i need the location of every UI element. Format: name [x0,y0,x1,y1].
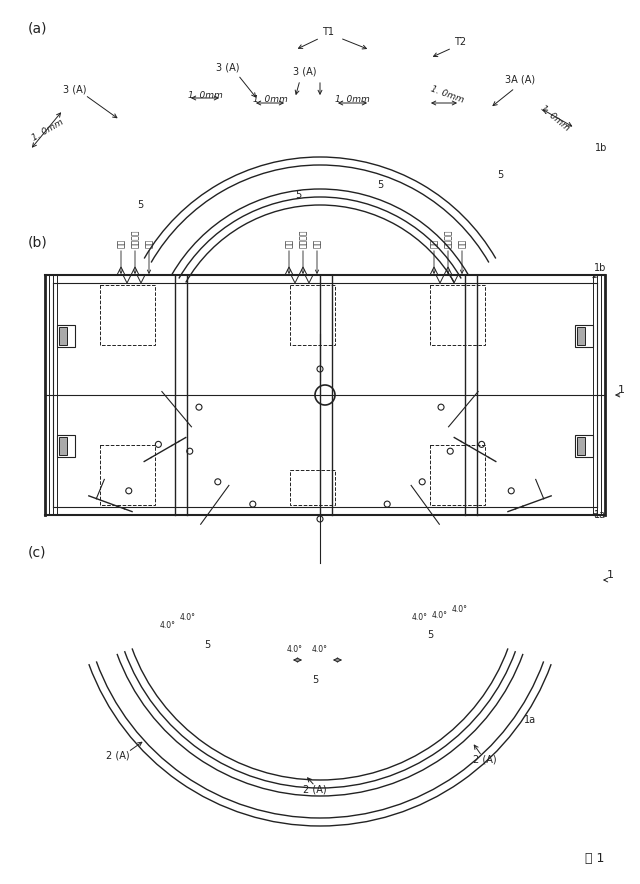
Text: 2 (A): 2 (A) [473,755,497,765]
Text: 5: 5 [497,170,503,180]
Bar [59,327,67,345]
Bar [100,445,155,505]
Text: 修正: 修正 [116,239,125,248]
Text: 4.0°: 4.0° [432,611,448,620]
Text: (c): (c) [28,545,47,559]
Text: 3 (A): 3 (A) [63,85,87,95]
Text: 4.0°: 4.0° [312,645,328,654]
Text: 5: 5 [312,675,318,685]
Text: 3A (A): 3A (A) [505,75,535,85]
Text: T1: T1 [322,27,334,37]
Text: 修正: 修正 [145,239,154,248]
Text: 5: 5 [427,630,433,640]
Text: 2 (A): 2 (A) [303,785,327,795]
Text: 1. 0mm: 1. 0mm [335,95,369,104]
Text: 4.0°: 4.0° [160,621,176,629]
Bar [59,437,67,455]
Text: 1a: 1a [594,510,606,520]
Text: 3 (A): 3 (A) [216,63,240,73]
Text: (a): (a) [28,22,47,36]
Text: T2: T2 [454,37,466,47]
Bar [575,325,593,347]
Text: 正規位置: 正規位置 [131,230,140,248]
Bar [57,435,75,457]
Text: 1. 0mm: 1. 0mm [253,95,287,104]
Text: 1. 0mm: 1. 0mm [539,103,572,133]
Text: (b): (b) [28,235,48,249]
Bar [100,285,155,345]
Text: 1. 0mm: 1. 0mm [188,90,222,100]
Text: 1a: 1a [524,715,536,725]
Text: 2 (A): 2 (A) [106,751,130,761]
Text: 1: 1 [618,385,625,395]
Bar [290,470,335,505]
Bar [577,327,585,345]
Text: 1. 0mm: 1. 0mm [31,118,65,142]
Text: 修正: 修正 [285,239,294,248]
Text: 5: 5 [295,190,301,200]
Text: 1: 1 [607,570,614,580]
Text: 修正: 修正 [429,239,438,248]
Text: 1b: 1b [595,143,607,153]
Text: 正規位置: 正規位置 [444,230,452,248]
Bar [57,325,75,347]
Text: 1. 0mm: 1. 0mm [429,85,465,105]
Bar [577,437,585,455]
Bar [430,285,485,345]
Bar [575,435,593,457]
Bar [430,445,485,505]
Text: 4.0°: 4.0° [180,613,196,622]
Text: 5: 5 [204,640,210,650]
Text: 修正: 修正 [458,239,467,248]
Text: 修正: 修正 [312,239,321,248]
Text: 5: 5 [377,180,383,190]
Text: 4.0°: 4.0° [412,613,428,622]
Text: 4.0°: 4.0° [287,645,303,654]
Text: 図 1: 図 1 [585,851,604,865]
Text: 3 (A): 3 (A) [293,67,317,77]
Text: 正規位置: 正規位置 [298,230,307,248]
Bar [290,285,335,345]
Text: 4.0°: 4.0° [452,606,468,614]
Text: 1b: 1b [594,263,606,273]
Text: 5: 5 [137,200,143,210]
